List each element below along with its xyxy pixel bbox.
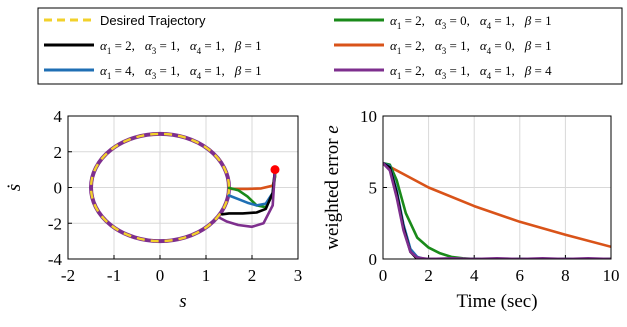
legend-label-s2: α1 = 4, α3 = 1, α4 = 1, β = 1 xyxy=(100,63,262,81)
x-tick-label: 2 xyxy=(248,266,257,285)
y-tick-label: 2 xyxy=(54,143,63,162)
legend-label-s4: α1 = 2, α3 = 1, α4 = 0, β = 1 xyxy=(390,38,552,56)
x-tick-label: -2 xyxy=(61,266,75,285)
x-tick-label: 8 xyxy=(561,266,570,285)
legend-label-s1: α1 = 2, α3 = 1, α4 = 1, β = 1 xyxy=(100,38,262,56)
x-tick-label: 1 xyxy=(202,266,211,285)
x-tick-label: 3 xyxy=(294,266,303,285)
x-axis-label: s xyxy=(179,291,186,312)
x-tick-label: 0 xyxy=(156,266,165,285)
y-tick-label: 5 xyxy=(369,179,378,198)
legend-box xyxy=(37,7,623,85)
series-line-s5 xyxy=(218,168,277,229)
legend-label-desired: Desired Trajectory xyxy=(100,13,206,28)
x-tick-label: 0 xyxy=(379,266,388,285)
x-axis-label: Time (sec) xyxy=(456,291,537,312)
plot-frame xyxy=(382,115,612,260)
error-plot: 0 2 4 6 8 10 0 5 10 Time (sec) weighted error e xyxy=(322,107,620,312)
y-tick-label: 0 xyxy=(369,250,378,269)
x-tick-label: 6 xyxy=(516,266,525,285)
y-tick-label: 4 xyxy=(54,107,63,126)
y-axis-label: ṡ xyxy=(4,184,25,191)
x-tick-label: 2 xyxy=(424,266,433,285)
series-group xyxy=(89,131,277,244)
x-tick-label: -1 xyxy=(107,266,121,285)
legend-label-s3: α1 = 2, α3 = 0, α4 = 1, β = 1 xyxy=(390,13,552,31)
legend: Desired Trajectory α1 = 2, α3 = 1, α4 = 1, β… xyxy=(37,7,623,85)
series-line-s4 xyxy=(383,161,611,249)
plot-frame xyxy=(67,115,299,260)
legend-label-s5: α1 = 2, α3 = 1, α4 = 1, β = 4 xyxy=(390,63,552,81)
x-tick-label: 4 xyxy=(470,266,479,285)
y-axis-label: weighted error e xyxy=(322,125,343,250)
y-tick-label: -2 xyxy=(48,214,62,233)
y-tick-label: 10 xyxy=(360,107,377,126)
y-tick-label: -4 xyxy=(48,250,63,269)
initial-point xyxy=(270,165,280,175)
x-tick-label: 10 xyxy=(603,266,620,285)
y-tick-label: 0 xyxy=(54,179,63,198)
